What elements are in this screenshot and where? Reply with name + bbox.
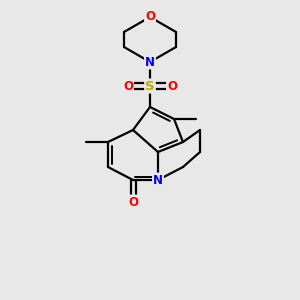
Text: O: O <box>167 80 177 92</box>
Text: S: S <box>145 80 155 92</box>
Text: N: N <box>153 173 163 187</box>
Text: O: O <box>128 196 138 208</box>
Text: O: O <box>145 11 155 23</box>
Text: O: O <box>123 80 133 92</box>
Text: N: N <box>145 56 155 68</box>
